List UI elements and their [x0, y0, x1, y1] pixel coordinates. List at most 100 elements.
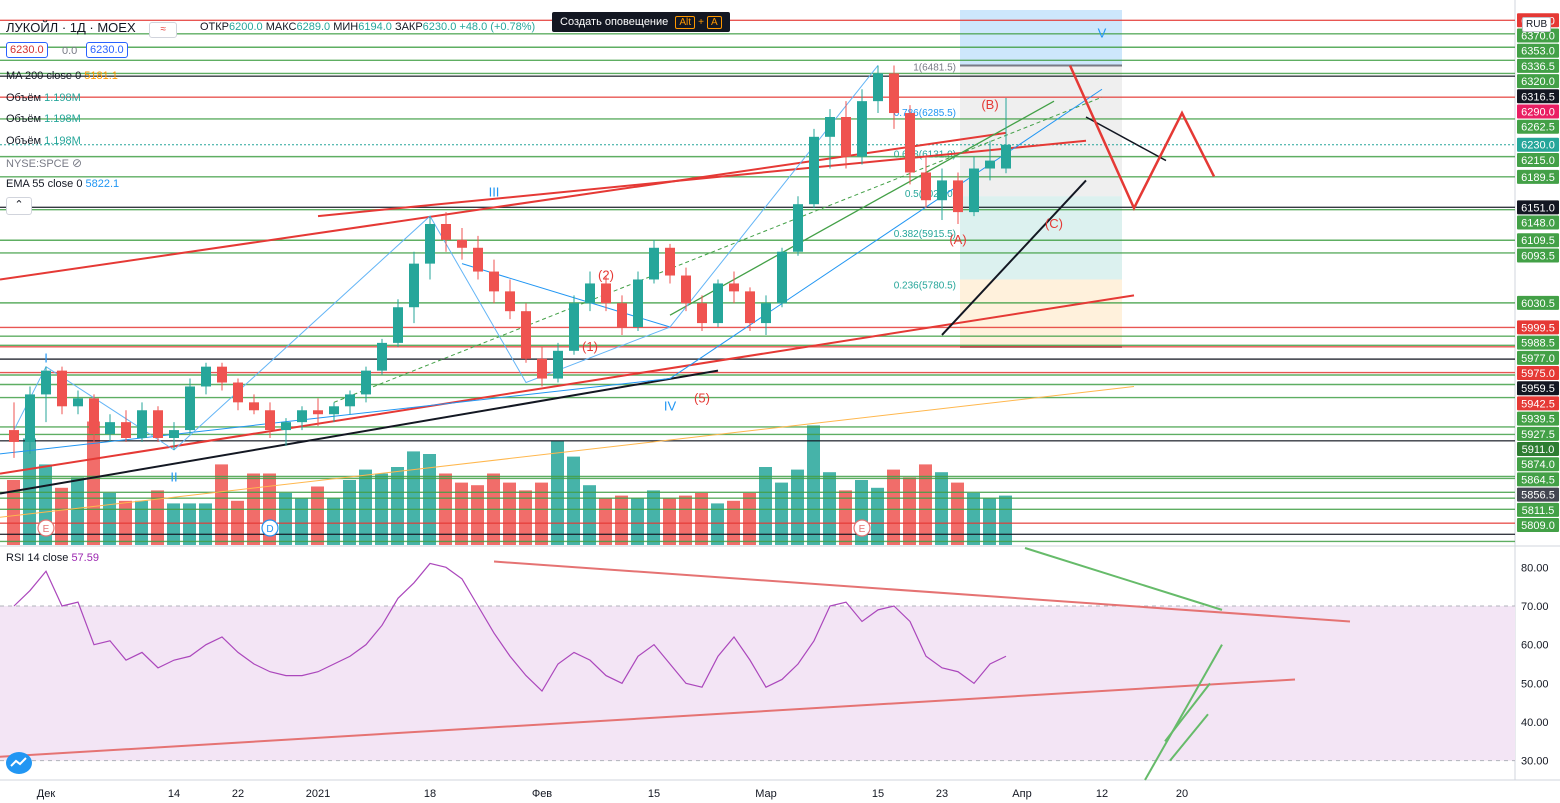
- candle[interactable]: [41, 366, 51, 423]
- candle[interactable]: [889, 65, 899, 129]
- blue-ema[interactable]: [0, 378, 671, 455]
- candles[interactable]: [9, 65, 1011, 458]
- candle[interactable]: [345, 390, 355, 415]
- black-uptrend-2[interactable]: [941, 179, 1087, 336]
- candle[interactable]: [857, 89, 867, 165]
- candle[interactable]: [905, 105, 915, 185]
- candle[interactable]: [633, 271, 643, 331]
- indicator-ma200[interactable]: MA 200 close 0 5181.1: [6, 70, 118, 82]
- candle[interactable]: [169, 422, 179, 450]
- rsi-panel[interactable]: 80.00 70.00 60.00 50.00 40.00 30.00: [0, 547, 1549, 781]
- rsi-legend[interactable]: RSI 14 close 57.59: [6, 552, 99, 564]
- price-axis-label[interactable]: 6320.0: [1517, 74, 1559, 89]
- candle[interactable]: [953, 172, 963, 224]
- candle[interactable]: [249, 394, 259, 415]
- candle[interactable]: [761, 295, 771, 335]
- price-axis[interactable]: 6387.06370.06353.06336.56320.06316.56290…: [1517, 13, 1559, 533]
- eye-hidden-icon[interactable]: ⊘: [72, 156, 83, 170]
- collapse-legend-icon[interactable]: ⌃: [6, 197, 32, 215]
- candle[interactable]: [89, 394, 99, 442]
- candle[interactable]: [233, 378, 243, 411]
- red-channel-upper[interactable]: [0, 131, 1007, 281]
- price-axis-label[interactable]: 5911.0: [1517, 442, 1559, 457]
- candle[interactable]: [313, 398, 323, 427]
- candle[interactable]: [553, 342, 563, 383]
- candle[interactable]: [425, 216, 435, 280]
- candle[interactable]: [137, 402, 147, 442]
- symbol-title[interactable]: ЛУКОЙЛ · 1Д · MOEX ≈: [6, 20, 178, 38]
- candle[interactable]: [489, 259, 499, 304]
- price-axis-label[interactable]: 6030.5: [1517, 295, 1559, 310]
- red-trend-mid[interactable]: [317, 139, 1087, 218]
- candle[interactable]: [537, 346, 547, 387]
- rsi-green-fan-1[interactable]: [1144, 644, 1223, 781]
- candle[interactable]: [121, 410, 131, 442]
- candle[interactable]: [521, 303, 531, 363]
- price-axis-label[interactable]: 6151.0: [1517, 200, 1559, 215]
- candle[interactable]: [393, 299, 403, 347]
- price-axis-label[interactable]: 5927.5: [1517, 426, 1559, 441]
- price-axis-label[interactable]: 5874.0: [1517, 457, 1559, 472]
- candle[interactable]: [505, 279, 515, 320]
- currency-label[interactable]: RUB: [1522, 17, 1552, 32]
- blue-ema-2[interactable]: [669, 88, 1103, 379]
- trend-lines[interactable]: [0, 64, 1216, 518]
- price-axis-label[interactable]: 5856.5: [1517, 487, 1559, 502]
- candle[interactable]: [585, 271, 595, 312]
- price-axis-label[interactable]: 6316.5: [1517, 89, 1559, 104]
- candle[interactable]: [793, 196, 803, 256]
- candle[interactable]: [745, 287, 755, 331]
- buy-price-button[interactable]: 6230.0: [86, 42, 128, 58]
- candle[interactable]: [473, 235, 483, 280]
- tradingview-logo-icon[interactable]: [6, 752, 32, 774]
- price-axis-label[interactable]: 6336.5: [1517, 58, 1559, 73]
- candle[interactable]: [681, 267, 691, 312]
- level-lines[interactable]: [0, 19, 1515, 543]
- price-axis-label[interactable]: 6230.0: [1517, 137, 1559, 152]
- candle[interactable]: [649, 239, 659, 284]
- red-zigzag-projection[interactable]: [1068, 64, 1216, 212]
- red-channel-lower[interactable]: [0, 294, 1135, 475]
- rsi-green-fan-3[interactable]: [1169, 713, 1209, 762]
- price-axis-label[interactable]: 5988.5: [1517, 335, 1559, 350]
- candle[interactable]: [713, 279, 723, 328]
- indicator-ema55[interactable]: EMA 55 close 0 5822.1: [6, 178, 119, 190]
- candle[interactable]: [441, 212, 451, 252]
- candle[interactable]: [153, 406, 163, 442]
- candle[interactable]: [777, 247, 787, 308]
- price-axis-label[interactable]: 6148.0: [1517, 215, 1559, 230]
- compare-icon[interactable]: ≈: [149, 22, 178, 38]
- price-axis-label[interactable]: 6093.5: [1517, 248, 1559, 263]
- price-axis-label[interactable]: 5809.0: [1517, 518, 1559, 533]
- time-axis[interactable]: Дек 14 22 2021 18 Фев 15 Мар 15 23 Апр 12 20: [37, 788, 1188, 800]
- price-axis-label[interactable]: 5959.5: [1517, 381, 1559, 396]
- price-axis-label[interactable]: 5977.0: [1517, 350, 1559, 365]
- rsi-green-fan-2[interactable]: [1164, 682, 1211, 742]
- candle[interactable]: [281, 418, 291, 446]
- price-axis-label[interactable]: 5864.5: [1517, 472, 1559, 487]
- event-marker[interactable]: E: [37, 519, 55, 537]
- candle[interactable]: [969, 156, 979, 217]
- indicator-volume-2[interactable]: Объём 1.198M: [6, 113, 81, 125]
- candle[interactable]: [201, 362, 211, 395]
- candle[interactable]: [697, 295, 707, 331]
- candle[interactable]: [569, 295, 579, 355]
- candle[interactable]: [185, 378, 195, 435]
- candle[interactable]: [329, 402, 339, 423]
- candle[interactable]: [73, 390, 83, 415]
- candle[interactable]: [457, 227, 467, 260]
- price-axis-label[interactable]: 6290.0: [1517, 104, 1559, 119]
- candle[interactable]: [105, 414, 115, 442]
- green-channel-2[interactable]: [333, 96, 1103, 403]
- indicator-volume-1[interactable]: Объём 1.198M: [6, 92, 81, 104]
- candle[interactable]: [921, 156, 931, 209]
- candle[interactable]: [873, 65, 883, 114]
- price-axis-label[interactable]: 6189.5: [1517, 169, 1559, 184]
- price-axis-label[interactable]: 5942.5: [1517, 396, 1559, 411]
- price-axis-label[interactable]: 6262.5: [1517, 119, 1559, 134]
- candle[interactable]: [665, 243, 675, 284]
- rsi-support-line[interactable]: [0, 678, 1296, 758]
- candle[interactable]: [57, 366, 67, 415]
- candle[interactable]: [601, 275, 611, 312]
